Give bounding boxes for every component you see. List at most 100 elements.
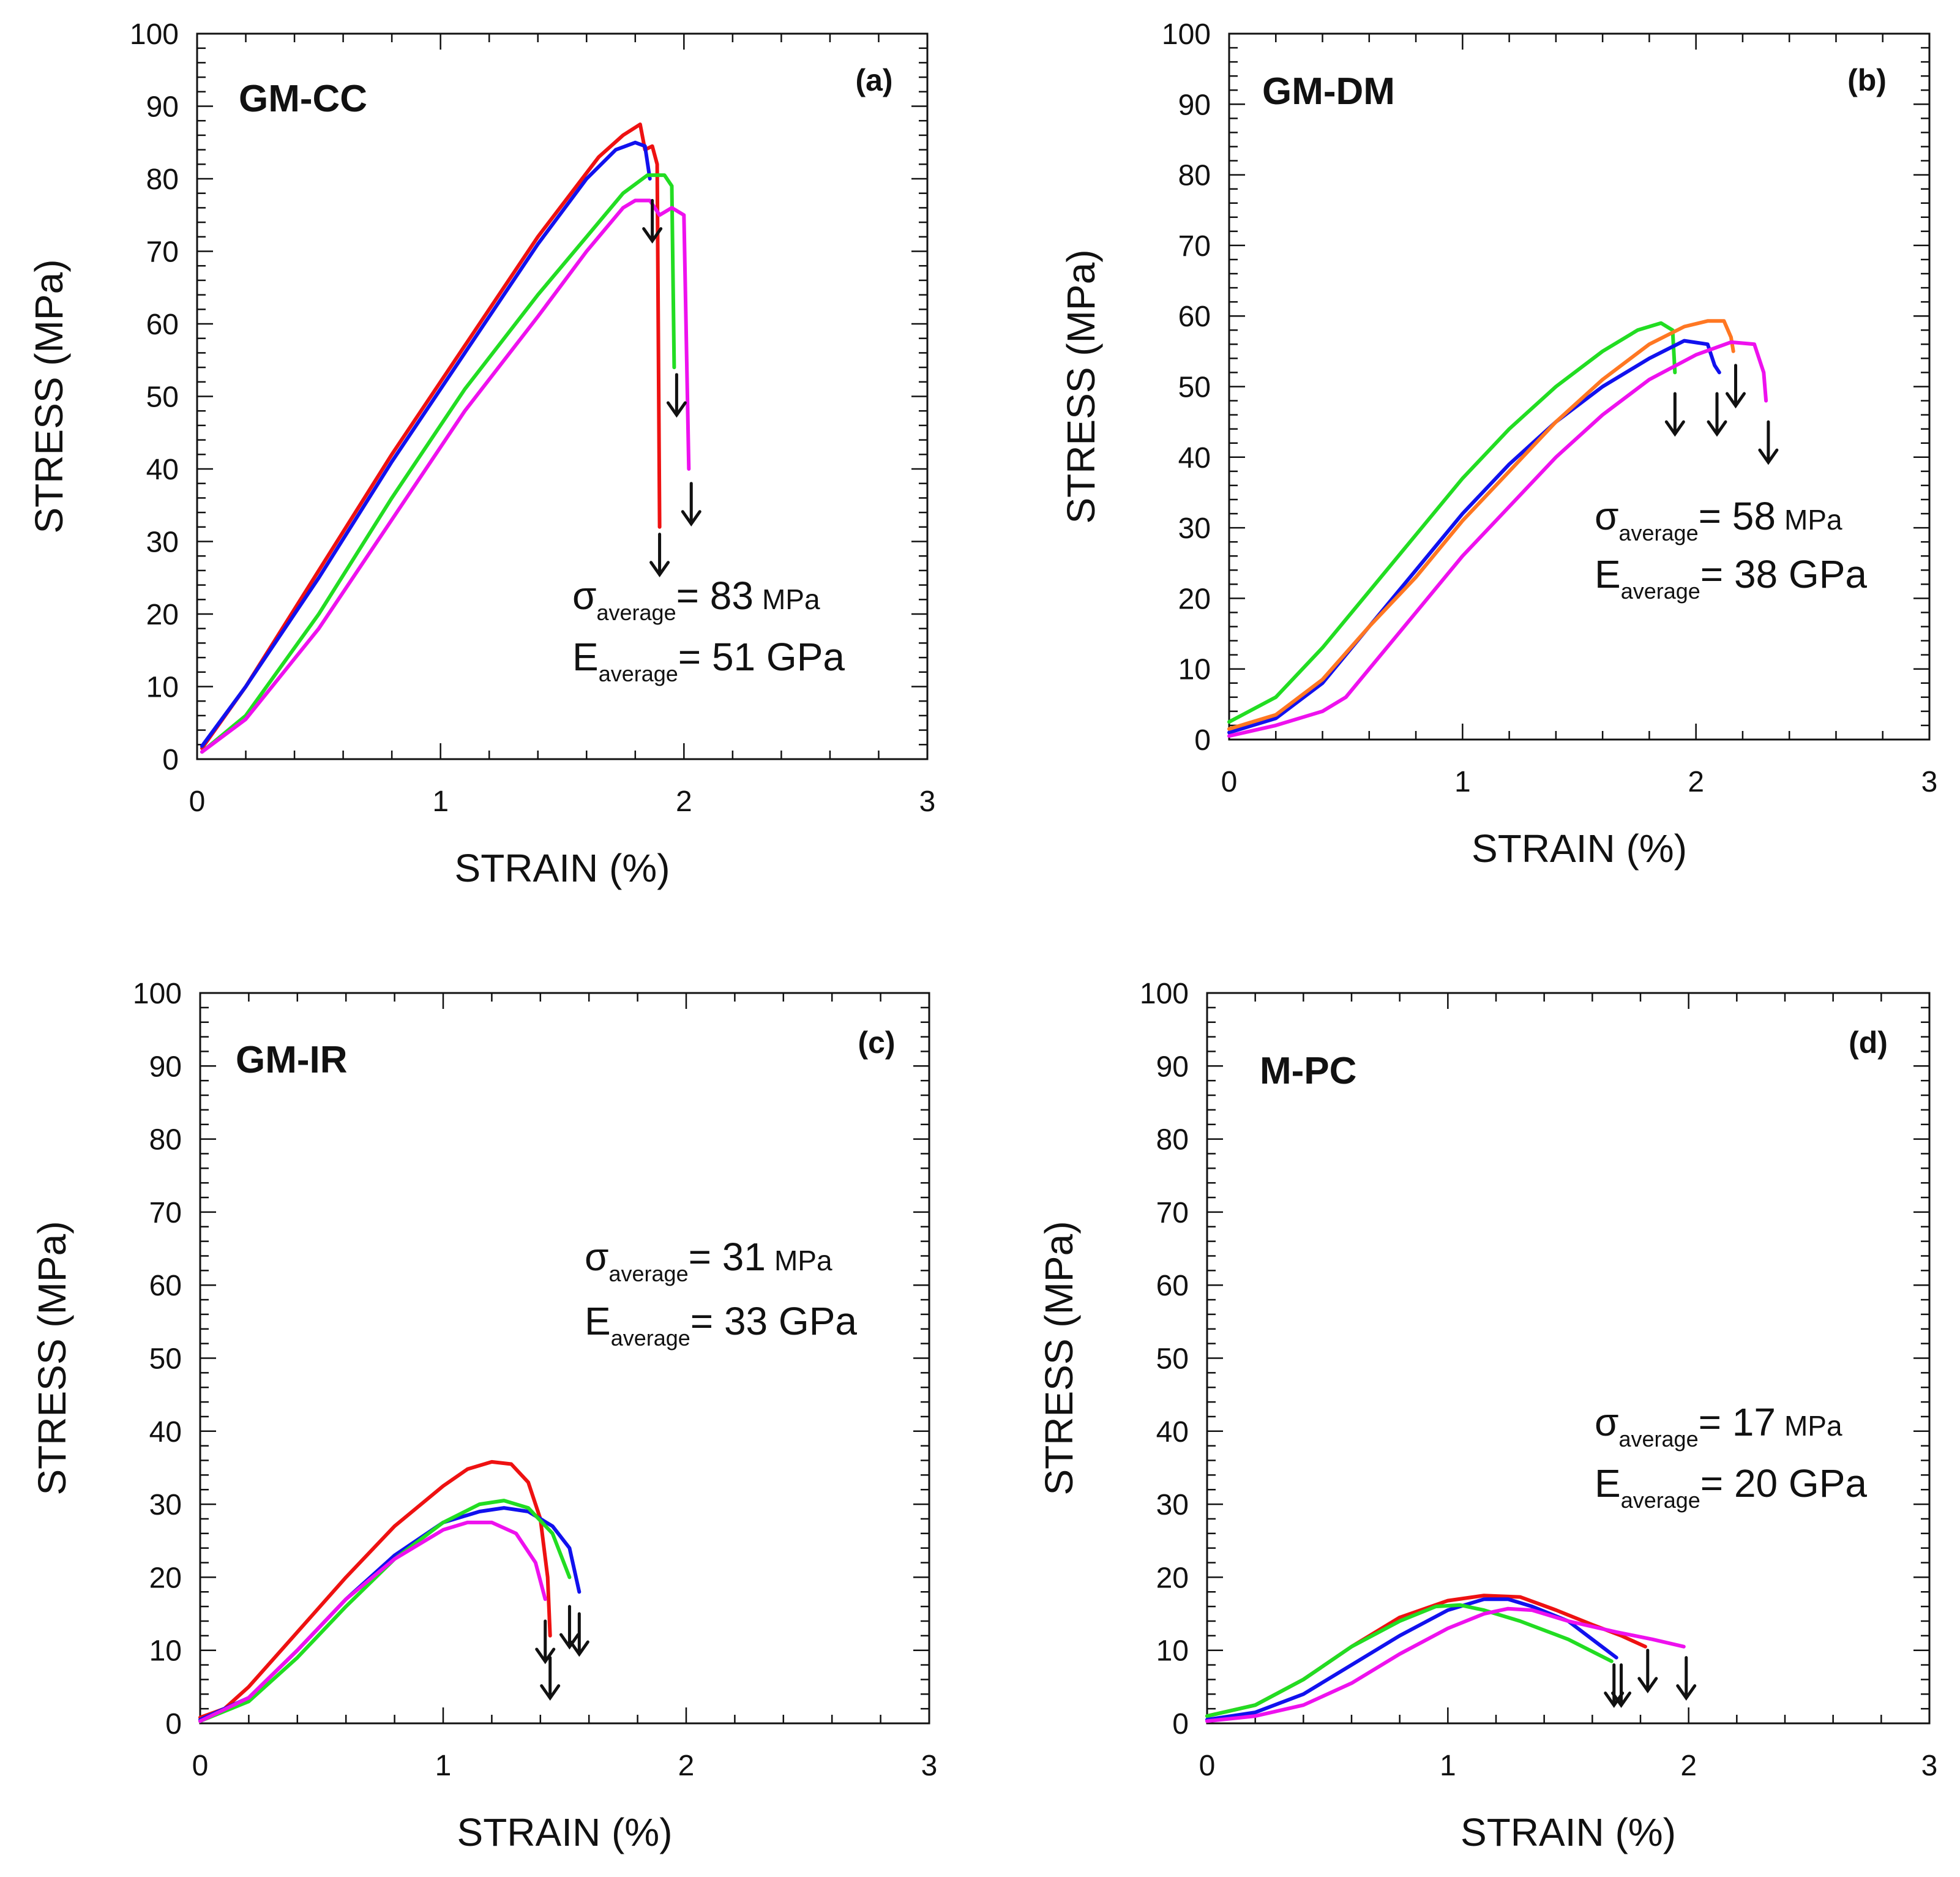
failure-arrow-head [1611, 1692, 1632, 1708]
sigma-value: = 31 [689, 1235, 766, 1279]
failure-arrow [1707, 392, 1727, 437]
y-tick-label: 40 [1156, 1416, 1189, 1448]
panel-letter: (d) [1849, 1025, 1888, 1060]
failure-arrow-head [1707, 420, 1727, 437]
y-tick-label: 70 [146, 236, 179, 269]
e-subscript: average [1621, 579, 1700, 604]
failure-arrow [642, 199, 663, 244]
y-tick-label: 90 [146, 91, 179, 124]
y-axis-title: STRESS (MPa) [1037, 1221, 1081, 1495]
panel-title: GM-DM [1262, 70, 1395, 113]
sigma-symbol: σ [585, 1235, 609, 1279]
y-tick-label: 100 [1162, 18, 1211, 51]
failure-arrow [559, 1605, 580, 1650]
x-tick-label: 1 [432, 785, 449, 818]
e-subscript: average [611, 1325, 690, 1351]
tick-marks [1206, 992, 1931, 1725]
panel-letter: (c) [858, 1025, 895, 1060]
y-tick-label: 40 [149, 1416, 182, 1448]
y-tick-label: 60 [1178, 301, 1211, 333]
y-tick-label: 0 [1194, 724, 1211, 757]
panel-title: GM-CC [239, 78, 367, 120]
sigma-subscript: average [1619, 1426, 1699, 1452]
series-line-specimen-magenta [1227, 340, 1768, 738]
e-value: = 20 GPa [1700, 1461, 1868, 1505]
x-tick-label: 2 [1688, 766, 1704, 798]
y-tick-label: 60 [149, 1270, 182, 1302]
failure-arrow [540, 1656, 561, 1701]
y-tick-label: 0 [165, 1708, 182, 1740]
e-symbol: E [1595, 1461, 1621, 1505]
failure-arrow [1758, 420, 1779, 465]
failure-arrow-head [1637, 1677, 1658, 1694]
sigma-value: = 83 [676, 574, 754, 618]
y-tick-label: 50 [1178, 372, 1211, 404]
e-average-label: Eaverage= 20 GPa [1595, 1461, 1867, 1513]
e-average-label: Eaverage= 51 GPa [572, 635, 845, 686]
y-tick-label: 30 [146, 526, 179, 559]
e-value: = 38 GPa [1700, 552, 1868, 596]
y-tick-label: 90 [149, 1051, 182, 1083]
y-tick-label: 90 [1156, 1051, 1189, 1083]
sigma-unit: MPa [1784, 504, 1842, 536]
failure-arrow-head [666, 401, 687, 418]
series-line-specimen-blue [200, 140, 652, 748]
x-tick-label: 1 [435, 1750, 452, 1782]
sigma-unit: MPa [762, 583, 820, 615]
failure-arrow [1611, 1663, 1632, 1708]
y-tick-label: 10 [1156, 1635, 1189, 1668]
tick-marks [1228, 32, 1931, 741]
sigma-subscript: average [609, 1261, 689, 1286]
x-tick-label: 3 [1921, 1750, 1938, 1782]
y-tick-label: 0 [1172, 1708, 1189, 1740]
series-line-specimen-red [198, 1459, 552, 1720]
y-tick-label: 10 [1178, 654, 1211, 686]
failure-arrow-head [559, 1633, 580, 1650]
failure-arrow [1637, 1649, 1658, 1694]
sigma-symbol: σ [572, 574, 597, 618]
y-tick-label: 80 [149, 1124, 182, 1156]
y-tick-label: 30 [149, 1489, 182, 1521]
series-line-specimen-magenta [1205, 1606, 1686, 1723]
y-tick-label: 80 [1156, 1124, 1189, 1156]
e-value: = 51 GPa [678, 635, 845, 679]
series-line-specimen-magenta [198, 1520, 547, 1723]
sigma-average-label: σaverage= 31 MPa [585, 1235, 832, 1286]
e-subscript: average [1621, 1488, 1700, 1513]
sigma-unit: MPa [1784, 1410, 1842, 1442]
x-tick-label: 2 [678, 1750, 695, 1782]
sigma-value: = 17 [1699, 1400, 1776, 1444]
y-tick-label: 100 [133, 978, 182, 1010]
series-line-specimen-green [200, 173, 676, 754]
failure-arrow [569, 1612, 589, 1657]
sigma-value: = 58 [1699, 494, 1776, 538]
sigma-average-label: σaverage= 83 MPa [572, 574, 820, 625]
panel-title: M-PC [1260, 1050, 1356, 1092]
e-symbol: E [572, 635, 599, 679]
sigma-subscript: average [1619, 520, 1699, 545]
sigma-symbol: σ [1595, 494, 1619, 538]
y-tick-label: 20 [1178, 583, 1211, 615]
y-tick-label: 70 [1156, 1197, 1189, 1229]
y-tick-label: 40 [1178, 442, 1211, 474]
panel-letter: (a) [855, 63, 892, 97]
sigma-symbol: σ [1595, 1400, 1619, 1444]
x-tick-label: 1 [1440, 1750, 1456, 1782]
failure-arrow-head [1664, 420, 1685, 437]
y-tick-label: 40 [146, 454, 179, 486]
failure-arrow-head [540, 1684, 561, 1701]
failure-arrow-head [1758, 448, 1779, 465]
panel-title: GM-IR [236, 1039, 348, 1081]
failure-arrow [1664, 392, 1685, 437]
x-tick-label: 0 [1199, 1750, 1216, 1782]
failure-arrow-head [681, 510, 701, 527]
y-tick-label: 100 [1140, 978, 1189, 1010]
y-tick-label: 10 [146, 672, 179, 704]
failure-arrow [1676, 1656, 1697, 1701]
failure-arrow [535, 1619, 556, 1665]
y-tick-label: 50 [1156, 1343, 1189, 1376]
y-tick-label: 30 [1178, 512, 1211, 545]
sigma-unit: MPa [774, 1245, 832, 1276]
